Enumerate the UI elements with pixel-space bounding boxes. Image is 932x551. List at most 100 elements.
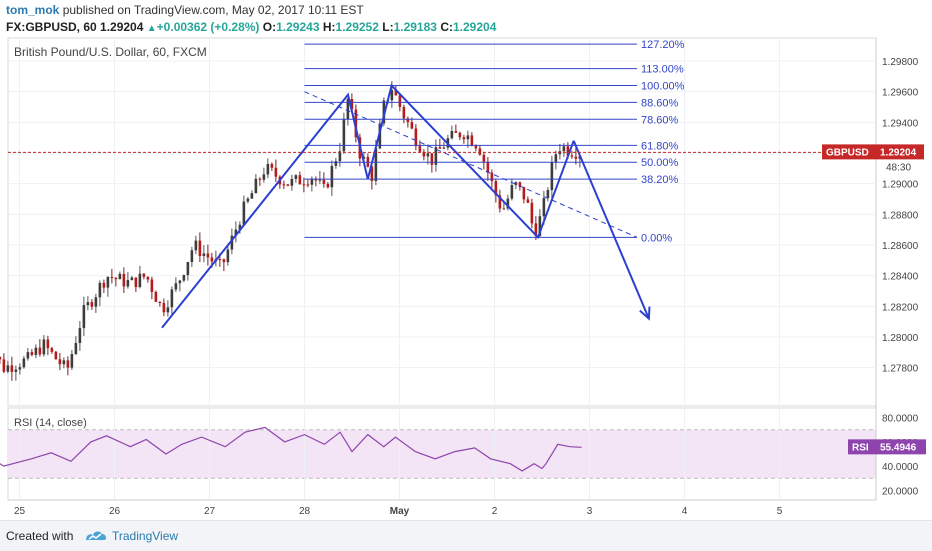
candle-body xyxy=(550,162,554,191)
candle xyxy=(126,272,130,289)
candle-body xyxy=(450,131,454,139)
candle xyxy=(122,267,126,293)
candle xyxy=(206,244,210,266)
candle xyxy=(10,356,14,381)
candle-body xyxy=(318,179,322,181)
candle xyxy=(522,186,526,204)
candle-body xyxy=(430,153,434,165)
candle-body xyxy=(294,175,298,179)
candle-body xyxy=(254,178,258,194)
candle xyxy=(186,261,190,281)
publish-info: tom_mok published on TradingView.com, Ma… xyxy=(6,3,364,17)
candle-body xyxy=(410,122,414,129)
candle xyxy=(222,258,226,272)
candle xyxy=(98,280,102,307)
candle xyxy=(254,174,258,194)
candle xyxy=(454,124,458,133)
candle-body xyxy=(314,178,318,181)
candle xyxy=(286,184,290,187)
symbol-label: FX:GBPUSD, 60 xyxy=(6,20,97,34)
candle-body xyxy=(326,183,330,188)
candle-body xyxy=(234,229,238,236)
candle-body xyxy=(342,119,346,152)
x-tick-label: 2 xyxy=(492,506,498,517)
candle xyxy=(266,158,270,179)
tradingview-brand[interactable]: TradingView xyxy=(112,529,179,543)
candle-body xyxy=(178,280,182,284)
candle-body xyxy=(574,156,578,159)
candle-body xyxy=(74,342,78,355)
candle-body xyxy=(298,175,302,185)
candle xyxy=(58,353,62,371)
candle xyxy=(30,349,34,357)
candle-body xyxy=(378,123,382,149)
candle xyxy=(94,293,98,314)
candle-body xyxy=(290,178,294,186)
candle-body xyxy=(330,165,334,188)
candle xyxy=(514,181,518,190)
candle xyxy=(158,301,162,307)
candle-body xyxy=(102,282,106,288)
candle xyxy=(250,190,254,199)
candle-body xyxy=(542,198,546,217)
rsi-band xyxy=(8,429,876,479)
candle-body xyxy=(118,273,122,280)
rsi-tick-label: 80.0000 xyxy=(882,414,919,425)
candle-body xyxy=(514,182,518,185)
candle xyxy=(114,276,118,287)
candle-body xyxy=(346,98,350,120)
candle xyxy=(234,221,238,243)
candle-body xyxy=(506,198,510,209)
candle-body xyxy=(158,301,162,303)
candle xyxy=(486,157,490,181)
candle xyxy=(174,277,178,292)
candle-body xyxy=(414,128,418,147)
candle xyxy=(570,150,574,159)
rsi-tag: RSI xyxy=(852,442,869,453)
candle xyxy=(462,134,466,144)
candle xyxy=(530,198,534,229)
dashed-trendline xyxy=(304,91,638,238)
candle xyxy=(134,277,138,293)
candle-body xyxy=(362,156,366,159)
candle-body xyxy=(2,359,6,372)
candle xyxy=(262,167,266,183)
tradingview-logo-icon[interactable] xyxy=(84,528,108,544)
candle xyxy=(406,116,410,128)
candle-body xyxy=(154,291,158,302)
candle-body xyxy=(190,250,194,263)
candle-body xyxy=(530,202,534,224)
candle-body xyxy=(126,280,130,287)
candle-body xyxy=(538,216,542,236)
candle-body xyxy=(198,240,202,256)
candle-body xyxy=(490,172,494,182)
candle xyxy=(106,276,110,297)
published-text: published on TradingView.com, May 02, 20… xyxy=(62,3,364,17)
candle xyxy=(302,177,306,193)
rsi-value-bg xyxy=(876,439,926,455)
y-tick-label: 1.28800 xyxy=(882,210,919,221)
candle-body xyxy=(258,178,262,180)
candle xyxy=(0,356,2,364)
candle xyxy=(426,144,430,165)
x-tick-label: 27 xyxy=(204,506,216,517)
candle-body xyxy=(470,135,474,146)
candle-body xyxy=(10,365,14,372)
candle-body xyxy=(90,302,94,307)
candle xyxy=(154,290,158,302)
rsi-value: 55.4946 xyxy=(880,442,917,453)
candle-body xyxy=(534,223,538,236)
candle-body xyxy=(274,167,278,177)
candle-body xyxy=(78,328,82,343)
candle xyxy=(430,153,434,173)
candle xyxy=(118,271,122,280)
x-tick-label: 28 xyxy=(299,506,311,517)
candle xyxy=(178,279,182,292)
projection-arrowhead xyxy=(639,306,651,321)
candle xyxy=(318,170,322,185)
candle xyxy=(198,232,202,263)
candle-body xyxy=(282,184,286,186)
y-tick-label: 1.29600 xyxy=(882,88,919,99)
author-name[interactable]: tom_mok xyxy=(6,3,60,17)
